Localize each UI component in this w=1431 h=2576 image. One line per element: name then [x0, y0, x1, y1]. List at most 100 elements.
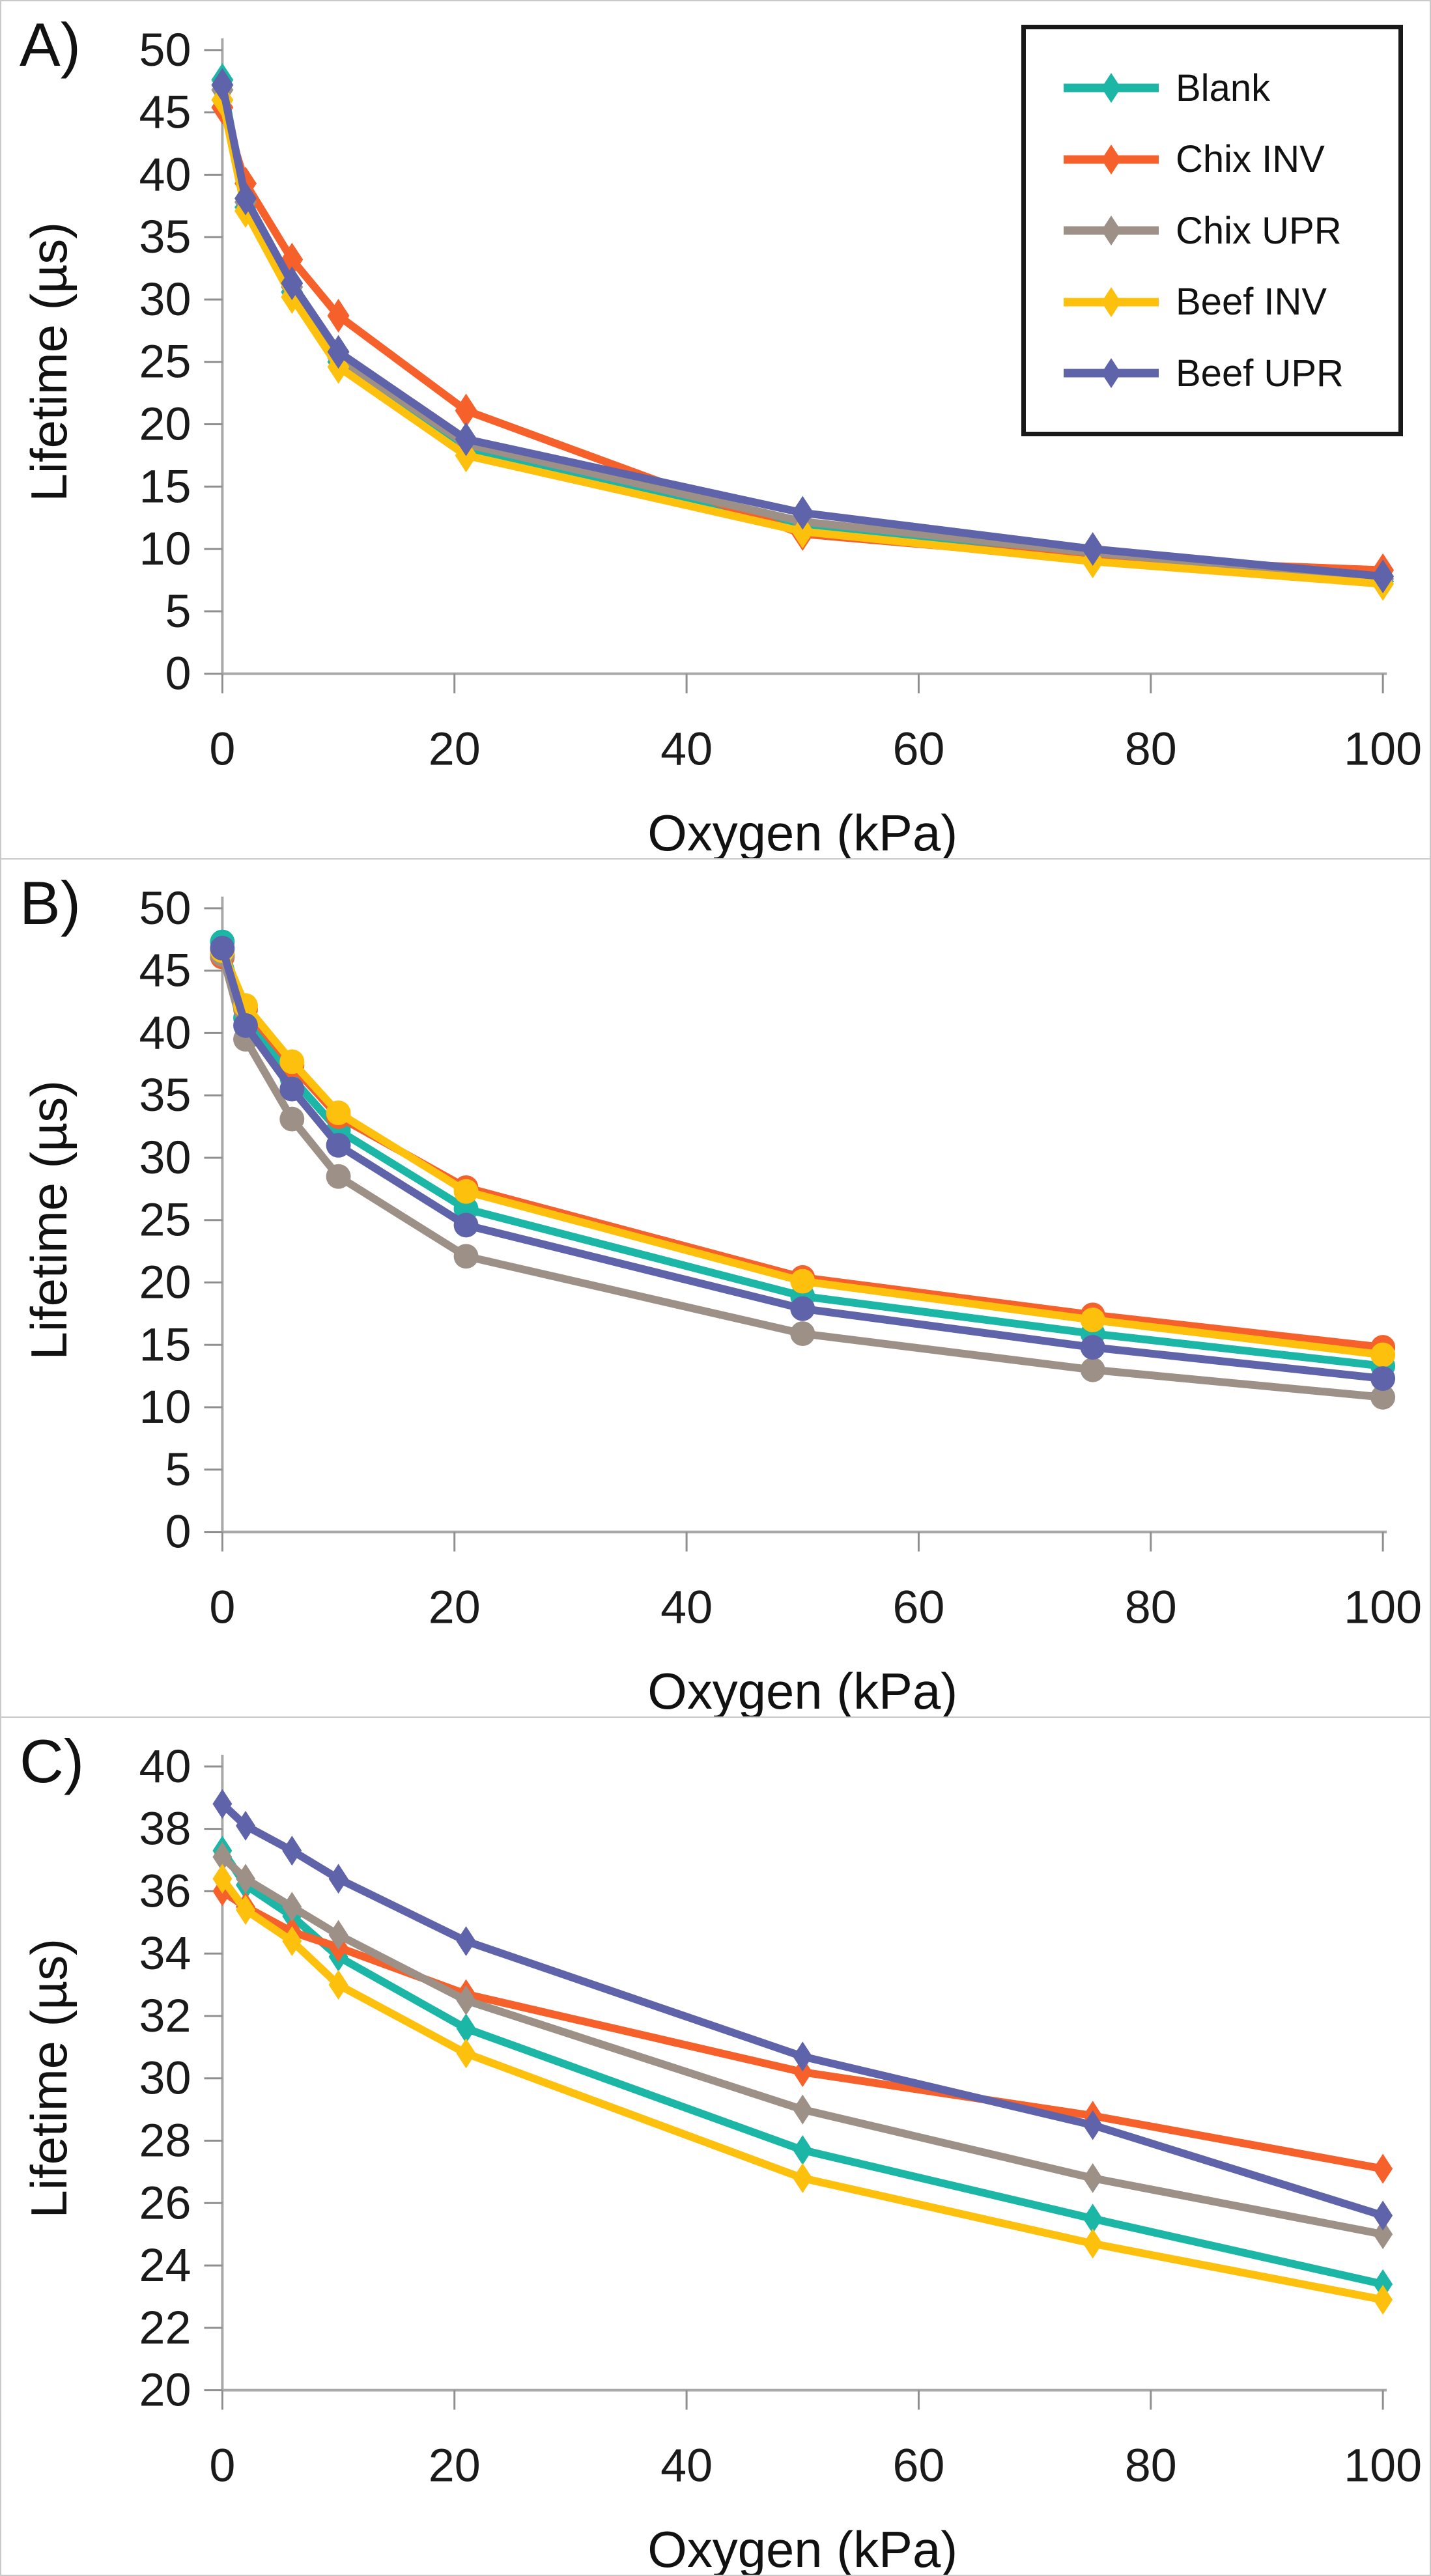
data-point-marker: [328, 1920, 348, 1950]
data-point-marker: [790, 1296, 815, 1321]
data-point-marker: [1370, 1366, 1396, 1391]
tick-marks: [204, 907, 1384, 1552]
data-point-marker: [328, 1970, 348, 2000]
panel-b-chart: 0 5 10 15 20 25 30 35 40 45 50 0 20 40 60 80 100 Oxygen (…: [21, 882, 1423, 1716]
legend-item-chix-upr: Chix UPR: [1062, 209, 1392, 253]
legend-label-chix-inv: Chix INV: [1176, 138, 1325, 180]
data-point-marker: [453, 1244, 479, 1269]
svg-text:80: 80: [1125, 723, 1177, 775]
svg-text:40: 40: [660, 723, 713, 775]
legend-item-chix-inv: Chix INV: [1062, 137, 1392, 181]
data-point-marker: [1080, 1335, 1105, 1360]
y-axis-title: Lifetime (µs): [21, 222, 78, 502]
svg-text:20: 20: [139, 2364, 191, 2416]
svg-text:45: 45: [139, 87, 191, 139]
svg-text:20: 20: [429, 723, 481, 775]
axis-titles: Oxygen (kPa) Lifetime (µs): [21, 1939, 957, 2575]
axes: [221, 38, 1387, 675]
data-point-marker: [282, 1892, 302, 1922]
svg-text:60: 60: [892, 1581, 944, 1633]
series-beef-upr: [210, 936, 1396, 1391]
series-line: [218, 96, 1387, 588]
data-point-marker: [793, 2135, 813, 2165]
data-point-marker: [456, 2038, 476, 2069]
series-beef-inv: [212, 1864, 1393, 2315]
svg-text:0: 0: [209, 2439, 235, 2491]
tick-labels: 0 5 10 15 20 25 30 35 40 45 50 0 20 40 60 80 100: [139, 882, 1423, 1633]
svg-text:100: 100: [1344, 1581, 1422, 1633]
data-point-marker: [326, 1132, 351, 1158]
data-point-marker: [1370, 1384, 1396, 1410]
legend-label-blank: Blank: [1176, 66, 1271, 109]
svg-text:5: 5: [165, 1444, 191, 1496]
svg-text:24: 24: [139, 2239, 191, 2291]
svg-text:34: 34: [139, 1927, 191, 1980]
data-point-marker: [233, 1013, 258, 1038]
svg-text:15: 15: [139, 460, 191, 512]
legend-item-beef-upr: Beef UPR: [1062, 352, 1392, 395]
svg-text:20: 20: [139, 399, 191, 451]
svg-text:25: 25: [139, 336, 191, 388]
svg-text:26: 26: [139, 2177, 191, 2229]
data-point-marker: [282, 1836, 302, 1866]
x-axis-title: Oxygen (kPa): [647, 1664, 957, 1716]
data-point-marker: [793, 2163, 813, 2193]
data-point-marker: [455, 422, 477, 456]
data-point-marker: [328, 1864, 348, 1894]
svg-text:100: 100: [1344, 2439, 1422, 2491]
series-chix-upr: [212, 1841, 1393, 2250]
data-point-marker: [1081, 532, 1104, 567]
data-point-marker: [1083, 2163, 1103, 2193]
data-point-marker: [1373, 2284, 1393, 2315]
svg-text:28: 28: [139, 2115, 191, 2167]
data-point-marker: [279, 1049, 305, 1074]
data-point-marker: [793, 2094, 813, 2125]
panel-a-chart: 0 5 10 15 20 25 30 35 40 45 50 0 20 40 60 80 100 Oxygen (…: [21, 24, 1422, 858]
data-point-marker: [212, 1864, 233, 1894]
tick-marks: [204, 49, 1384, 693]
svg-text:80: 80: [1125, 1581, 1177, 1633]
tick-marks: [204, 1765, 1384, 2410]
data-point-marker: [212, 1789, 233, 1819]
svg-text:36: 36: [139, 1865, 191, 1917]
svg-text:10: 10: [139, 523, 191, 575]
svg-text:15: 15: [139, 1319, 191, 1371]
data-point-marker: [326, 1164, 351, 1189]
svg-text:40: 40: [660, 2439, 713, 2491]
x-axis-title: Oxygen (kPa): [647, 805, 957, 858]
data-point-marker: [279, 1106, 305, 1132]
series-line: [218, 1887, 1387, 2173]
svg-text:50: 50: [139, 882, 191, 934]
data-point-marker: [790, 1321, 815, 1347]
svg-text:5: 5: [165, 585, 191, 637]
data-point-marker: [1373, 2219, 1393, 2250]
data-point-marker: [1080, 1357, 1105, 1382]
data-point-marker: [236, 1895, 255, 1925]
svg-text:20: 20: [429, 1581, 481, 1633]
svg-text:40: 40: [139, 148, 191, 201]
panel-c: C) 20 22 24 26 28 30 32 34 36 38 40 0 20 40 60 80 100 Oxy…: [1, 1716, 1430, 2575]
svg-text:20: 20: [139, 1257, 191, 1309]
data-point-marker: [236, 1810, 255, 1841]
data-point-marker: [327, 298, 350, 333]
data-point-marker: [210, 936, 235, 961]
svg-text:10: 10: [139, 1381, 191, 1433]
svg-text:30: 30: [139, 1132, 191, 1184]
data-point-marker: [790, 1268, 815, 1294]
svg-text:20: 20: [429, 2439, 481, 2491]
tick-labels: 20 22 24 26 28 30 32 34 36 38 40 0 20 40 60 80 100: [139, 1741, 1423, 2491]
axis-titles: Oxygen (kPa) Lifetime (µs): [21, 222, 957, 858]
data-point-marker: [212, 1841, 233, 1872]
axis-titles: Oxygen (kPa) Lifetime (µs): [21, 1080, 957, 1716]
svg-text:22: 22: [139, 2302, 191, 2354]
series-line: [218, 950, 1387, 1401]
data-point-marker: [236, 1864, 255, 1894]
svg-text:0: 0: [165, 1506, 191, 1558]
svg-text:35: 35: [139, 211, 191, 263]
svg-text:40: 40: [139, 1007, 191, 1059]
series-chix-upr: [210, 942, 1396, 1410]
legend-item-beef-inv: Beef INV: [1062, 280, 1392, 324]
svg-text:32: 32: [139, 1990, 191, 2042]
data-point-marker: [453, 1179, 479, 1204]
